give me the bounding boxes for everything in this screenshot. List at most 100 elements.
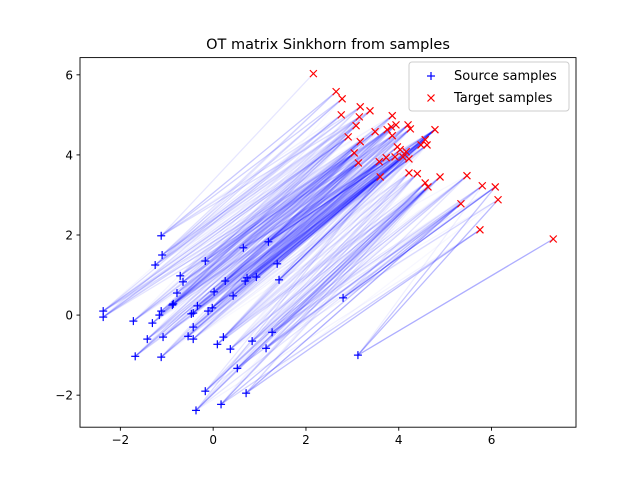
source-point [168,301,177,310]
source-point [353,351,362,360]
transport-line [171,152,355,306]
source-point [213,340,222,349]
legend-x-icon [427,94,435,102]
transport-line [146,152,355,340]
target-point [431,125,439,134]
transport-line [176,135,393,294]
transport-line [154,116,360,266]
transport-line [216,156,404,345]
source-point [226,345,235,354]
transport-line [182,126,392,283]
transport-line [134,161,380,357]
source-point [155,311,164,320]
transport-line [220,186,429,405]
transport-line [102,152,355,318]
target-point [406,124,415,133]
legend-plus-icon [427,72,435,80]
transport-line [171,125,357,306]
transport-line [192,176,381,328]
transport-line [190,146,398,315]
transport-line [182,129,388,283]
source-point [189,323,198,332]
transport-line [192,157,387,340]
transport-line [204,110,371,262]
transport-line [213,129,388,293]
transport-line [246,124,397,279]
transport-line [271,186,429,333]
transport-line [179,125,357,277]
transport-line [161,106,361,256]
source-point [273,259,282,268]
y-axis: −2 0 2 4 6 [55,68,80,403]
transport-line [160,116,360,237]
target-point [417,140,425,149]
target-point [337,110,346,119]
x-tick-label: 4 [395,433,403,447]
source-point [208,303,217,312]
transport-line [187,172,410,337]
source-point [148,319,157,328]
transport-line [192,156,396,328]
transport-line [154,98,343,266]
transport-line [245,203,462,394]
transport-line [132,125,357,322]
transport-line [204,126,392,262]
transport-line [251,173,418,342]
target-point [354,158,363,167]
source-point [184,332,193,341]
transport-line [182,115,393,283]
target-point [391,152,399,161]
transport-line [154,91,337,266]
transport-line [245,176,441,394]
transport-line [251,176,441,342]
transport-line [154,110,371,266]
transport-line [146,161,380,340]
transport-line [171,129,388,306]
transport-line [182,125,357,283]
target-point [494,195,502,204]
transport-line [251,185,483,342]
transport-line [160,141,361,312]
transport-line [224,124,409,282]
source-point [179,277,188,286]
source-point [219,333,228,342]
transport-line [232,144,428,297]
transport-line [211,135,393,309]
transport-line [102,125,357,318]
transport-line [187,176,381,337]
transport-line [187,162,359,337]
transport-line [190,149,401,315]
transport-line [196,126,392,307]
transport-line [161,115,393,256]
transport-line [134,136,349,357]
transport-line [187,157,387,337]
transport-line [224,129,436,282]
source-point [99,313,108,322]
transport-line [271,186,496,333]
transport-line [245,229,481,394]
transport-line [179,135,393,277]
transport-line [132,136,349,322]
target-point [491,183,500,191]
y-tick-label: 6 [65,68,73,82]
transport-line [267,115,393,243]
source-point [189,309,198,318]
transport-line [102,141,361,312]
transport-line [162,176,381,338]
transport-line [216,158,410,345]
transport-line [216,151,407,345]
transport-line [146,136,349,340]
source-point [131,352,140,361]
transport-line [161,98,343,256]
transport-line [242,126,392,249]
transport-line [187,161,380,337]
target-point [309,69,318,78]
transport-line [211,156,396,309]
transport-line [245,182,426,394]
source-point [143,335,152,344]
transport-line [255,144,428,278]
target-point [387,122,396,131]
target-point [338,94,347,103]
transport-line [207,158,410,312]
transport-line [265,182,426,349]
